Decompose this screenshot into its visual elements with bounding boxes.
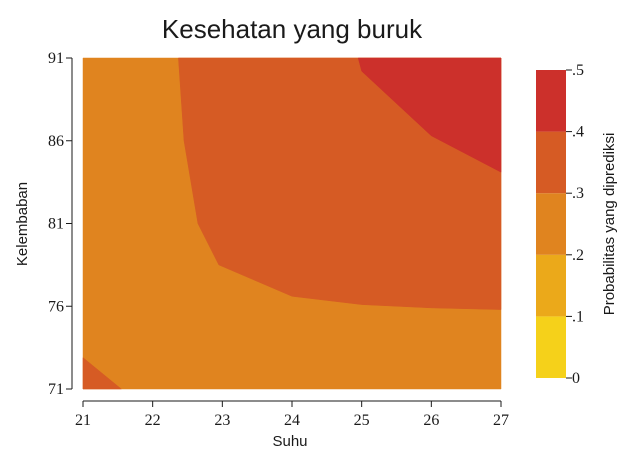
contour-region-04-05 xyxy=(357,57,502,173)
colorbar-band xyxy=(536,254,566,317)
x-tick-label: 26 xyxy=(423,412,439,429)
colorbar-label: Probabilitas yang diprediksi xyxy=(601,133,618,316)
contour-regions xyxy=(82,57,502,390)
colorbar-band xyxy=(536,131,566,194)
x-tick-label: 24 xyxy=(284,412,300,429)
x-axis-label: Suhu xyxy=(272,433,307,450)
colorbar-tick-label: .2 xyxy=(572,247,584,264)
colorbar-tick-label: .4 xyxy=(572,124,584,141)
colorbar-tick-label: .1 xyxy=(572,308,584,325)
y-tick-label: 71 xyxy=(48,381,64,398)
y-axis-label: Kelembaban xyxy=(14,182,31,266)
colorbar-band xyxy=(536,70,566,132)
contour-region-03-04 xyxy=(82,357,122,390)
colorbar-tick-label: .5 xyxy=(572,62,584,79)
chart-title: Kesehatan yang buruk xyxy=(162,14,423,44)
colorbar-band xyxy=(536,316,566,378)
colorbar-tick-label: .3 xyxy=(572,185,584,202)
y-tick-label: 76 xyxy=(48,298,64,315)
y-tick-label: 86 xyxy=(48,133,64,150)
colorbar-band xyxy=(536,193,566,255)
axes: 21 22 23 24 25 26 27 71 76 81 86 91 xyxy=(48,50,509,429)
y-tick-label: 91 xyxy=(48,50,64,67)
colorbar-tick-label: 0 xyxy=(572,370,580,387)
x-tick-label: 25 xyxy=(354,412,370,429)
x-tick-label: 21 xyxy=(75,412,91,429)
colorbar: 0 .1 .2 .3 .4 .5 xyxy=(536,62,584,387)
y-tick-label: 81 xyxy=(48,216,64,233)
x-tick-label: 22 xyxy=(145,412,161,429)
x-tick-label: 27 xyxy=(493,412,509,429)
x-tick-label: 23 xyxy=(214,412,230,429)
